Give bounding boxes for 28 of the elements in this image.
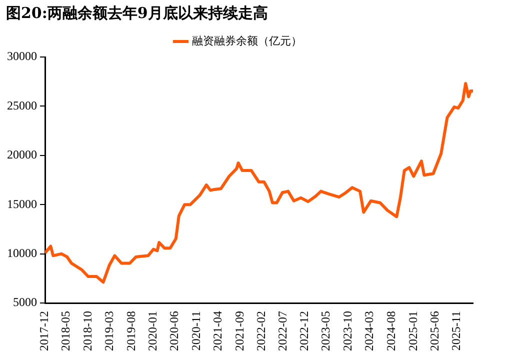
y-tick-label: 5000 (13, 295, 37, 310)
x-tick-label: 2022-12 (297, 311, 312, 352)
legend-label: 融资融券余额（亿元） (192, 34, 302, 48)
x-tick-label: 2022-07 (275, 311, 290, 352)
y-tick-label: 20000 (7, 148, 37, 162)
y-tick-label: 30000 (7, 49, 37, 64)
x-tick-label: 2025-01 (406, 311, 420, 352)
x-tick-label: 2017-12 (37, 311, 52, 352)
x-tick-label: 2019-08 (124, 311, 138, 352)
x-tick-label: 2025-06 (427, 311, 442, 352)
chart-title: 图20:两融余额去年9月底以来持续走高 (5, 3, 269, 24)
x-tick-label: 2018-05 (58, 311, 73, 352)
x-tick-label: 2019-03 (102, 311, 116, 352)
y-tick-label: 15000 (7, 196, 37, 211)
x-tick-label: 2020-11 (188, 311, 203, 351)
x-tick-label: 2023-05 (318, 311, 333, 352)
x-tick-label: 2020-01 (146, 311, 160, 352)
x-tick-label: 2021-09 (232, 311, 246, 352)
x-tick-label: 2023-10 (340, 311, 355, 352)
y-tick-label: 25000 (7, 98, 37, 112)
x-tick-label: 2025-11 (449, 311, 464, 351)
x-tick-label: 2020-06 (167, 311, 182, 352)
x-tick-label: 2018-10 (80, 311, 94, 352)
y-tick-label: 10000 (7, 246, 37, 260)
x-tick-label: 2024-03 (362, 311, 376, 352)
x-tick-label: 2024-08 (384, 311, 398, 352)
x-tick-label: 2022-02 (254, 311, 268, 352)
x-tick-label: 2021-04 (210, 311, 224, 352)
